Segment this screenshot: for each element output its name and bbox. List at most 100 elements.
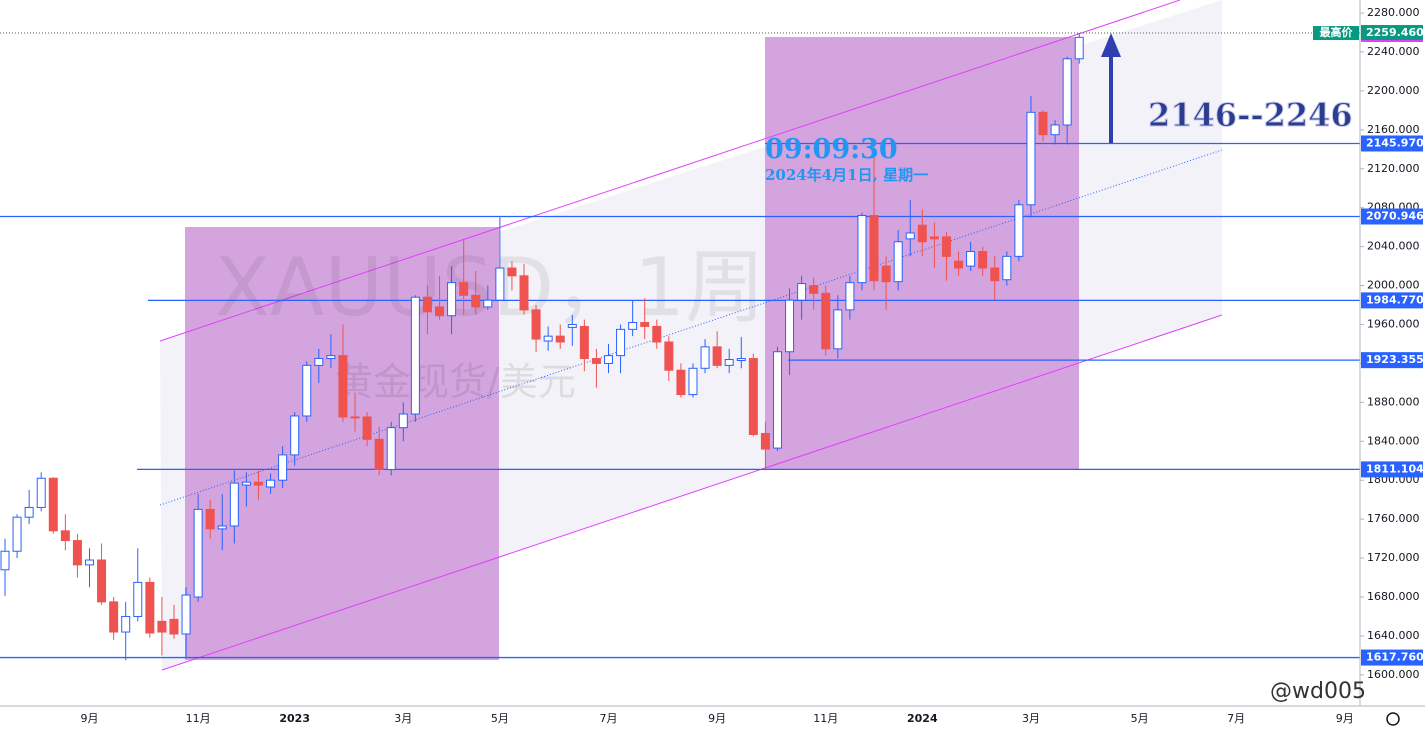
x-tick-label: 11月 bbox=[813, 712, 838, 725]
candle-body bbox=[362, 416, 372, 440]
candle-body bbox=[374, 438, 384, 470]
candle-body bbox=[145, 581, 155, 634]
candle-body bbox=[459, 282, 469, 296]
candle-body bbox=[845, 282, 855, 311]
price-level-label: 2070.946 bbox=[1366, 210, 1424, 223]
x-tick-label: 3月 bbox=[1022, 712, 1040, 725]
candle-body bbox=[724, 359, 734, 366]
y-tick-label: 2040.000 bbox=[1367, 240, 1420, 253]
axes: 1600.000 1640.000 1680.000 1720.000 1760.000… bbox=[80, 6, 1424, 725]
y-tick-label: 2160.000 bbox=[1367, 123, 1420, 136]
candle-body bbox=[193, 508, 203, 598]
y-tick-label: 2000.000 bbox=[1367, 279, 1420, 292]
candle-body bbox=[905, 232, 915, 240]
candle-body bbox=[833, 309, 843, 350]
settings-icon[interactable] bbox=[1386, 712, 1400, 726]
candle-body bbox=[809, 285, 819, 294]
y-tick-label: 1760.000 bbox=[1367, 512, 1420, 525]
candle-body bbox=[483, 299, 493, 308]
candle-body bbox=[652, 325, 662, 343]
candle-body bbox=[507, 267, 517, 277]
candle-body bbox=[941, 236, 951, 257]
x-tick-label: 2023 bbox=[279, 712, 310, 725]
y-tick-label: 2240.000 bbox=[1367, 45, 1420, 58]
candle-body bbox=[628, 322, 638, 330]
price-level-label: 1984.770 bbox=[1366, 293, 1424, 306]
candle-body bbox=[422, 296, 432, 313]
candle-body bbox=[24, 506, 34, 518]
candle-body bbox=[567, 323, 577, 328]
price-level-box bbox=[1361, 292, 1423, 309]
candle-body bbox=[785, 299, 795, 353]
x-tick-label: 9月 bbox=[1336, 712, 1354, 725]
candle-body bbox=[700, 346, 710, 369]
price-level-label: 1811.104 bbox=[1366, 462, 1424, 475]
candle-body bbox=[278, 454, 288, 481]
candle-body bbox=[447, 282, 457, 317]
highlight-box bbox=[185, 227, 499, 660]
candle-body bbox=[386, 427, 396, 470]
candle-body bbox=[121, 615, 131, 633]
price-level-box bbox=[1361, 649, 1423, 666]
candle-body bbox=[326, 355, 336, 360]
y-tick-label: 2200.000 bbox=[1367, 84, 1420, 97]
candle-body bbox=[543, 335, 553, 342]
arrow-head bbox=[1101, 33, 1121, 57]
candle-body bbox=[929, 236, 939, 240]
high-tag-box bbox=[1313, 26, 1359, 41]
price-level-label: 1617.760 bbox=[1366, 651, 1424, 664]
candle-body bbox=[398, 413, 408, 429]
candle-body bbox=[978, 250, 988, 269]
levels bbox=[0, 32, 1360, 659]
candle-body bbox=[555, 335, 565, 343]
date-annotation: 2024年4月1日, 星期一 bbox=[765, 166, 928, 184]
time-annotation: 09:09:30 bbox=[765, 134, 898, 165]
x-tick-label: 5月 bbox=[1131, 712, 1149, 725]
candle-body bbox=[48, 477, 58, 532]
candle-body bbox=[531, 309, 541, 340]
candle-body bbox=[1050, 124, 1060, 136]
high-price-box bbox=[1361, 25, 1423, 42]
candle-body bbox=[302, 364, 312, 417]
candle-body bbox=[893, 241, 903, 283]
price-level-label: 2145.970 bbox=[1366, 136, 1424, 149]
candle-body bbox=[84, 559, 94, 566]
candle-body bbox=[990, 267, 1000, 282]
x-tick-label: 3月 bbox=[394, 712, 412, 725]
y-tick-label: 1840.000 bbox=[1367, 434, 1420, 447]
candle-body bbox=[60, 530, 70, 542]
candle-body bbox=[736, 358, 746, 361]
candle-body bbox=[217, 525, 227, 530]
candle-body bbox=[676, 369, 686, 396]
candle-body bbox=[966, 250, 976, 267]
price-level-box bbox=[1361, 208, 1423, 225]
candle-body bbox=[169, 618, 179, 635]
candle-body bbox=[1074, 36, 1084, 60]
candle-body bbox=[157, 620, 167, 633]
candle-body bbox=[772, 351, 782, 449]
price-level-box bbox=[1361, 461, 1423, 478]
x-tick-label: 7月 bbox=[600, 712, 618, 725]
y-tick-label: 2280.000 bbox=[1367, 6, 1420, 19]
candle-body bbox=[290, 415, 300, 456]
candle-body bbox=[338, 355, 348, 418]
candle-body bbox=[640, 322, 650, 327]
y-tick-label: 1880.000 bbox=[1367, 395, 1420, 408]
candle-body bbox=[241, 481, 251, 486]
candle-body bbox=[314, 358, 324, 366]
x-tick-label: 5月 bbox=[491, 712, 509, 725]
signature: @wd005 bbox=[1270, 679, 1366, 704]
y-tick-label: 1720.000 bbox=[1367, 551, 1420, 564]
candle-body bbox=[954, 260, 964, 269]
x-tick-label: 9月 bbox=[80, 712, 98, 725]
candle-body bbox=[579, 325, 589, 360]
candle-body bbox=[253, 481, 263, 486]
candle-body bbox=[688, 367, 698, 396]
y-tick-label: 1680.000 bbox=[1367, 590, 1420, 603]
candle-body bbox=[350, 416, 360, 419]
candle-body bbox=[591, 358, 601, 364]
candle-body bbox=[229, 482, 239, 527]
y-tick-label: 1640.000 bbox=[1367, 629, 1420, 642]
candle-body bbox=[881, 265, 891, 283]
